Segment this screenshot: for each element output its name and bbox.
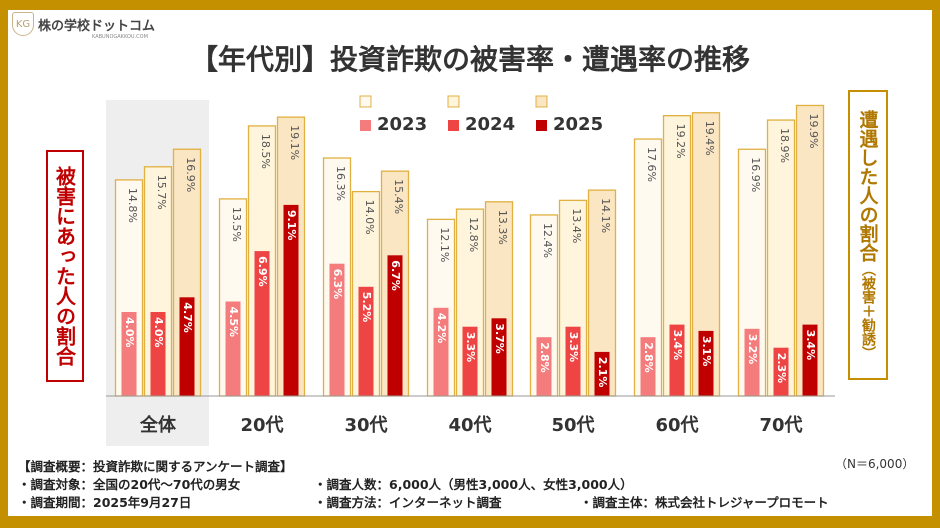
x-tick-label: 50代 [551, 415, 594, 436]
survey-title: 【調査概要：投資詐欺に関するアンケート調査】 [18, 459, 293, 474]
victim-value-label: 9.1% [285, 210, 298, 241]
victim-value-label: 4.2% [435, 313, 448, 344]
logo-shield-icon: KG [12, 12, 34, 36]
victim-value-label: 3.2% [746, 334, 759, 365]
encounter-value-label: 12.8% [467, 217, 480, 252]
encounter-value-label: 12.4% [541, 223, 554, 258]
victim-bar [744, 328, 760, 396]
victim-value-label: 4.5% [227, 307, 240, 338]
encounter-value-label: 12.1% [438, 227, 451, 262]
encounter-value-label: 16.9% [184, 157, 197, 192]
victim-bar [462, 326, 478, 396]
victim-bar [802, 324, 818, 396]
victim-value-label: 4.0% [152, 317, 165, 348]
encounter-value-label: 18.5% [259, 134, 272, 169]
encounter-value-label: 14.1% [599, 198, 612, 233]
encounter-value-label: 15.7% [155, 175, 168, 210]
encounter-value-label: 18.9% [778, 128, 791, 163]
legend-encounter-swatch [447, 95, 460, 108]
encounter-value-label: 14.0% [363, 200, 376, 235]
victim-value-label: 3.1% [700, 336, 713, 367]
encounter-value-label: 14.8% [126, 188, 139, 223]
encounter-value-label: 13.5% [230, 207, 243, 242]
victim-bar [329, 263, 345, 396]
legend-encounter-swatch [535, 95, 548, 108]
survey-period: ・調査期間：2025年9月27日 [18, 495, 192, 510]
victim-bar [698, 330, 714, 396]
victim-bar [387, 255, 403, 396]
x-tick-label: 40代 [448, 415, 491, 436]
survey-method: ・調査方法：インターネット調査 [314, 495, 502, 510]
legend-label: 2023 [377, 114, 427, 135]
x-tick-label: 全体 [139, 414, 177, 436]
victim-value-label: 2.8% [538, 342, 551, 373]
victim-value-label: 6.9% [256, 256, 269, 287]
victim-bar [121, 312, 137, 396]
victim-value-label: 4.0% [123, 317, 136, 348]
legend-encounter-swatch [359, 95, 372, 108]
victim-bar [565, 326, 581, 396]
encounter-value-label: 15.4% [392, 179, 405, 214]
victim-value-label: 3.4% [671, 330, 684, 361]
encounter-value-label: 16.3% [334, 166, 347, 201]
x-tick-label: 60代 [655, 415, 698, 436]
victim-bar [358, 286, 374, 396]
encounter-label-text: 遭遇した人の割合 [856, 110, 879, 262]
encounter-value-label: 17.6% [645, 147, 658, 182]
encounter-label: 遭遇した人の割合 （被害＋勧誘） [848, 90, 888, 380]
victim-bar [283, 204, 299, 396]
victim-bar [669, 324, 685, 396]
encounter-value-label: 19.4% [703, 121, 716, 156]
survey-target: ・調査対象：全国の20代〜70代の男女 [18, 477, 241, 492]
victim-value-label: 3.3% [464, 332, 477, 363]
survey-count: ・調査人数：6,000人（男性3,000人、女性3,000人） [314, 477, 633, 492]
encounter-label-sub: （被害＋勧誘） [860, 262, 876, 360]
logo-name: 株の学校ドットコム [38, 18, 156, 34]
victim-value-label: 2.1% [596, 357, 609, 388]
victim-value-label: 3.7% [493, 323, 506, 354]
chart-title: 【年代別】投資詐欺の被害率・遭遇率の推移 [189, 43, 750, 76]
victim-value-label: 5.2% [360, 292, 373, 323]
victim-bar [150, 312, 166, 396]
victim-value-label: 2.3% [775, 353, 788, 384]
sample-size: （N＝6,000） [835, 457, 915, 471]
encounter-value-label: 19.9% [807, 113, 820, 148]
victim-label: 被害にあった人の割合 [46, 150, 84, 382]
victim-value-label: 3.4% [804, 330, 817, 361]
victim-bar [433, 307, 449, 396]
victim-value-label: 4.7% [181, 302, 194, 333]
encounter-value-label: 19.1% [288, 125, 301, 160]
x-tick-label: 30代 [344, 415, 387, 436]
victim-bar [640, 337, 656, 396]
encounter-value-label: 13.3% [496, 210, 509, 245]
victim-value-label: 6.7% [389, 260, 402, 291]
victim-bar [179, 297, 195, 396]
legend-label: 2025 [553, 114, 603, 135]
survey-summary: 【調査概要：投資詐欺に関するアンケート調査】 ・調査対象：全国の20代〜70代の… [18, 458, 829, 512]
x-tick-label: 20代 [240, 415, 283, 436]
encounter-value-label: 16.9% [749, 157, 762, 192]
legend-victim-swatch [360, 120, 371, 131]
legend-label: 2024 [465, 114, 515, 135]
victim-value-label: 6.3% [331, 269, 344, 300]
victim-bar [225, 301, 241, 396]
victim-bar [536, 337, 552, 396]
victim-bar [254, 251, 270, 396]
encounter-value-label: 19.2% [674, 124, 687, 159]
victim-value-label: 3.3% [567, 332, 580, 363]
survey-org: ・調査主体：株式会社トレジャープロモート [580, 495, 829, 510]
encounter-value-label: 13.4% [570, 208, 583, 243]
victim-bar [773, 347, 789, 396]
x-tick-label: 70代 [759, 415, 802, 436]
logo: KG 株の学校ドットコム KABUNOGAKKOU.COM [12, 12, 156, 40]
logo-sub: KABUNOGAKKOU.COM [92, 34, 148, 40]
victim-value-label: 2.8% [642, 342, 655, 373]
victim-bar [594, 351, 610, 396]
victim-bar [491, 318, 507, 396]
legend-victim-swatch [448, 120, 459, 131]
legend-victim-swatch [536, 120, 547, 131]
